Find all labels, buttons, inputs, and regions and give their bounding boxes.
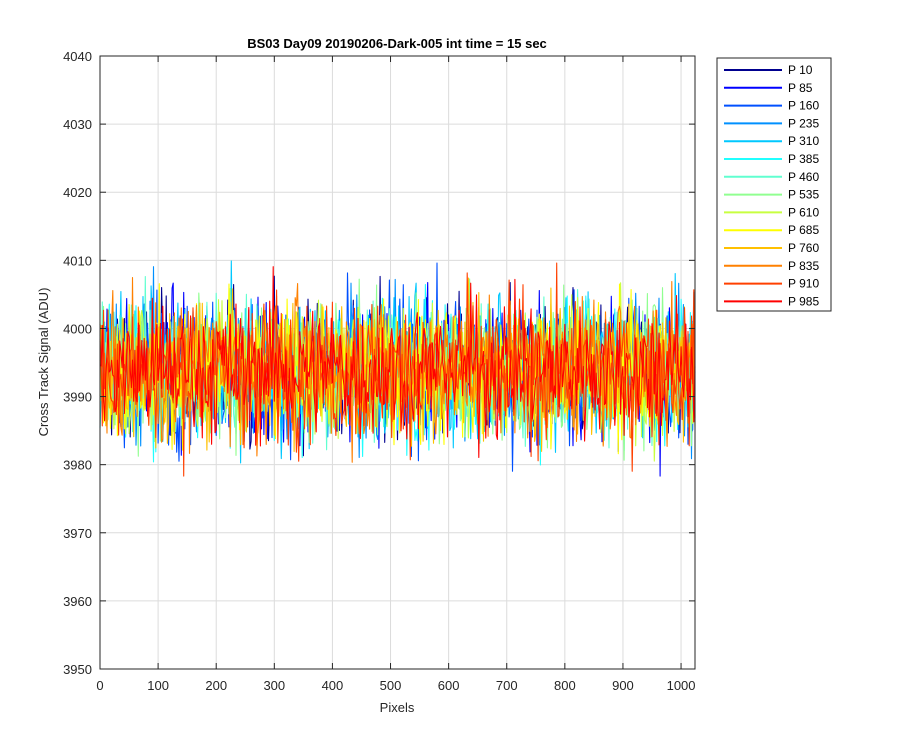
y-tick-label: 3980	[63, 458, 92, 473]
x-tick-label: 800	[554, 678, 576, 693]
y-tick-label: 4020	[63, 185, 92, 200]
legend-entry-label: P 760	[788, 241, 819, 255]
x-tick-label: 600	[438, 678, 460, 693]
legend-entry-label: P 910	[788, 277, 819, 291]
legend-box	[716, 57, 832, 312]
legend-entry-label: P 610	[788, 205, 819, 219]
legend-entry-label: P 685	[788, 223, 819, 237]
y-tick-label: 3950	[63, 662, 92, 677]
series-lines	[99, 260, 696, 477]
legend-entry-label: P 85	[788, 81, 813, 95]
legend-entry-label: P 835	[788, 259, 819, 273]
x-tick-label: 500	[380, 678, 402, 693]
x-tick-label: 1000	[667, 678, 696, 693]
y-tick-label: 4030	[63, 117, 92, 132]
x-tick-label: 0	[96, 678, 103, 693]
y-tick-label: 3990	[63, 390, 92, 405]
y-axis-label: Cross Track Signal (ADU)	[36, 288, 51, 437]
chart-title: BS03 Day09 20190206-Dark-005 int time = …	[247, 36, 547, 51]
series-line	[99, 266, 696, 459]
legend-entry-label: P 10	[788, 63, 813, 77]
y-tick-label: 4010	[63, 253, 92, 268]
y-tick-label: 3960	[63, 594, 92, 609]
y-tick-label: 4040	[63, 49, 92, 64]
x-tick-label: 300	[263, 678, 285, 693]
legend: P 10 P 85 P 160 P 235 P 310 P 385 P 460 P 535 P …	[716, 57, 832, 312]
legend-entry-label: P 985	[788, 294, 819, 308]
legend-entry-label: P 535	[788, 188, 819, 202]
y-tick-label: 3970	[63, 526, 92, 541]
x-tick-label: 400	[322, 678, 344, 693]
legend-entry-label: P 160	[788, 99, 819, 113]
plot-frame	[99, 55, 696, 670]
x-tick-label: 700	[496, 678, 518, 693]
legend-entry-label: P 235	[788, 116, 819, 130]
legend-entry-label: P 310	[788, 134, 819, 148]
x-tick-label: 200	[205, 678, 227, 693]
x-axis-label: Pixels	[380, 700, 415, 715]
x-tick-label: 100	[147, 678, 169, 693]
legend-entry-label: P 385	[788, 152, 819, 166]
x-tick-label: 900	[612, 678, 634, 693]
axis-ticks: 0 100 200 300 400 500 600 700 800 900 1000 3950 3960…	[63, 49, 695, 693]
y-tick-label: 4000	[63, 321, 92, 336]
legend-entry-label: P 460	[788, 170, 819, 184]
